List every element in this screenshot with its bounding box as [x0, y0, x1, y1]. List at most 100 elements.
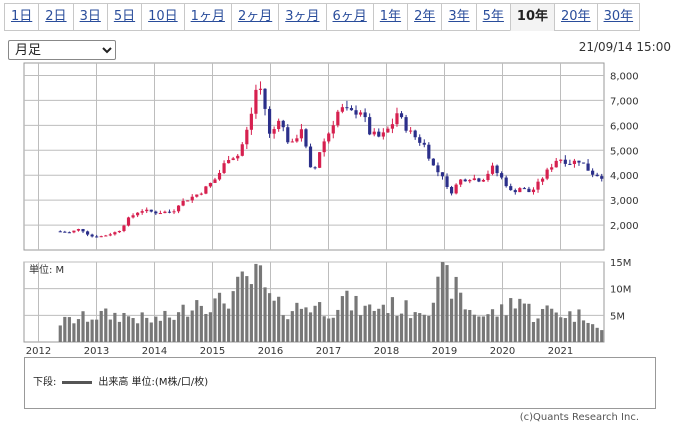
- tab-12[interactable]: 5年: [475, 3, 510, 31]
- year-tick-label: 2012: [26, 346, 51, 357]
- tab-5[interactable]: 1ヶ月: [183, 3, 231, 31]
- volume-bar: [313, 305, 317, 342]
- volume-bar: [550, 308, 554, 342]
- volume-bar: [167, 317, 172, 342]
- volume-bar: [76, 319, 81, 342]
- candle-body: [527, 188, 531, 193]
- candle-body: [267, 108, 272, 134]
- volume-bar: [90, 319, 94, 342]
- tab-14[interactable]: 20年: [554, 3, 597, 31]
- candle-body: [550, 167, 554, 170]
- candle-body: [131, 215, 135, 218]
- legend: 下段: 出来高 単位:(M株/口/枚): [33, 373, 208, 388]
- tab-8[interactable]: 6ヶ月: [325, 3, 373, 31]
- candle-body: [304, 129, 308, 147]
- tab-3[interactable]: 5日: [106, 3, 142, 31]
- volume-bars: [58, 262, 604, 342]
- candle-body: [240, 144, 244, 156]
- volume-bar: [67, 317, 71, 342]
- volume-bar: [99, 310, 103, 342]
- volume-bar: [472, 314, 476, 342]
- candle-body: [245, 129, 249, 145]
- volume-bar: [108, 319, 112, 342]
- volume-bar: [231, 291, 235, 342]
- candle-body: [204, 186, 208, 194]
- volume-bar: [104, 308, 108, 342]
- volume-bar: [427, 315, 431, 342]
- candle-body: [81, 229, 85, 232]
- tab-1[interactable]: 2日: [38, 3, 73, 31]
- candle-body: [99, 236, 103, 238]
- candle-body: [591, 170, 595, 175]
- candle-body: [181, 200, 185, 206]
- candle-body: [454, 184, 458, 194]
- volume-bar: [372, 310, 376, 342]
- volume-bar: [172, 319, 176, 342]
- year-tick-label: 2018: [374, 346, 399, 357]
- candle-body: [390, 124, 395, 129]
- candle-body: [199, 193, 203, 195]
- tab-11[interactable]: 3年: [441, 3, 476, 31]
- volume-bar: [186, 316, 190, 342]
- candle-body: [136, 212, 140, 216]
- candle-body: [586, 163, 590, 171]
- candle-body: [95, 236, 99, 238]
- volume-bar: [577, 309, 581, 342]
- volume-bar: [481, 316, 486, 342]
- volume-bar: [431, 302, 435, 342]
- volume-bar: [158, 320, 162, 342]
- candle-body: [122, 225, 126, 231]
- tab-10[interactable]: 2年: [407, 3, 442, 31]
- volume-unit-label: 単位: M: [29, 263, 64, 276]
- volume-bar: [522, 303, 526, 342]
- candle-body: [58, 231, 62, 233]
- legend-label: 出来高 単位:(M株/口/枚): [98, 377, 209, 388]
- volume-bar: [395, 315, 399, 342]
- volume-bar: [81, 311, 85, 342]
- volume-bar: [58, 325, 62, 342]
- volume-bar: [240, 271, 244, 342]
- tab-15[interactable]: 30年: [596, 3, 641, 31]
- candle-body: [222, 163, 226, 173]
- candle-body: [186, 200, 190, 202]
- volume-bar: [490, 309, 495, 342]
- axis-labels: 2,000 3,000 4,000 5,000 6,000 7,000 8,000 5M 10M…: [26, 71, 639, 357]
- tab-13[interactable]: 10年: [509, 3, 555, 31]
- candle-body: [472, 178, 476, 181]
- volume-bar: [295, 302, 299, 342]
- candle-body: [481, 179, 486, 182]
- candle-body: [254, 89, 258, 114]
- volume-bar: [208, 312, 213, 342]
- tab-9[interactable]: 1年: [372, 3, 408, 31]
- volume-bar: [263, 287, 267, 342]
- candle-body: [531, 189, 536, 193]
- volume-bar: [586, 322, 590, 342]
- candle-body: [290, 141, 294, 143]
- volume-bar: [327, 318, 331, 342]
- tab-0[interactable]: 1日: [4, 3, 39, 31]
- candle-body: [486, 173, 490, 180]
- price-tick-label: 4,000: [610, 171, 639, 182]
- candle-body: [154, 211, 158, 214]
- tab-4[interactable]: 10日: [141, 3, 184, 31]
- candle-period-select[interactable]: 月足: [8, 40, 116, 60]
- volume-bar: [518, 298, 522, 342]
- year-tick-label: 2021: [548, 346, 573, 357]
- volume-bar: [527, 303, 531, 342]
- tab-6[interactable]: 2ヶ月: [230, 3, 279, 31]
- candle-body: [336, 111, 340, 126]
- candle-body: [190, 196, 194, 201]
- tab-7[interactable]: 3ヶ月: [278, 3, 326, 31]
- candle-body: [600, 176, 604, 179]
- volume-bar: [459, 292, 463, 342]
- volume-bar: [381, 304, 385, 342]
- volume-bar: [581, 320, 586, 342]
- volume-bar: [286, 319, 290, 342]
- volume-bar: [531, 321, 536, 342]
- volume-bar: [454, 276, 458, 342]
- candle-body: [509, 186, 513, 191]
- candle-body: [145, 209, 149, 212]
- volume-bar: [195, 300, 199, 342]
- tab-2[interactable]: 3日: [72, 3, 107, 31]
- volume-bar: [308, 312, 313, 342]
